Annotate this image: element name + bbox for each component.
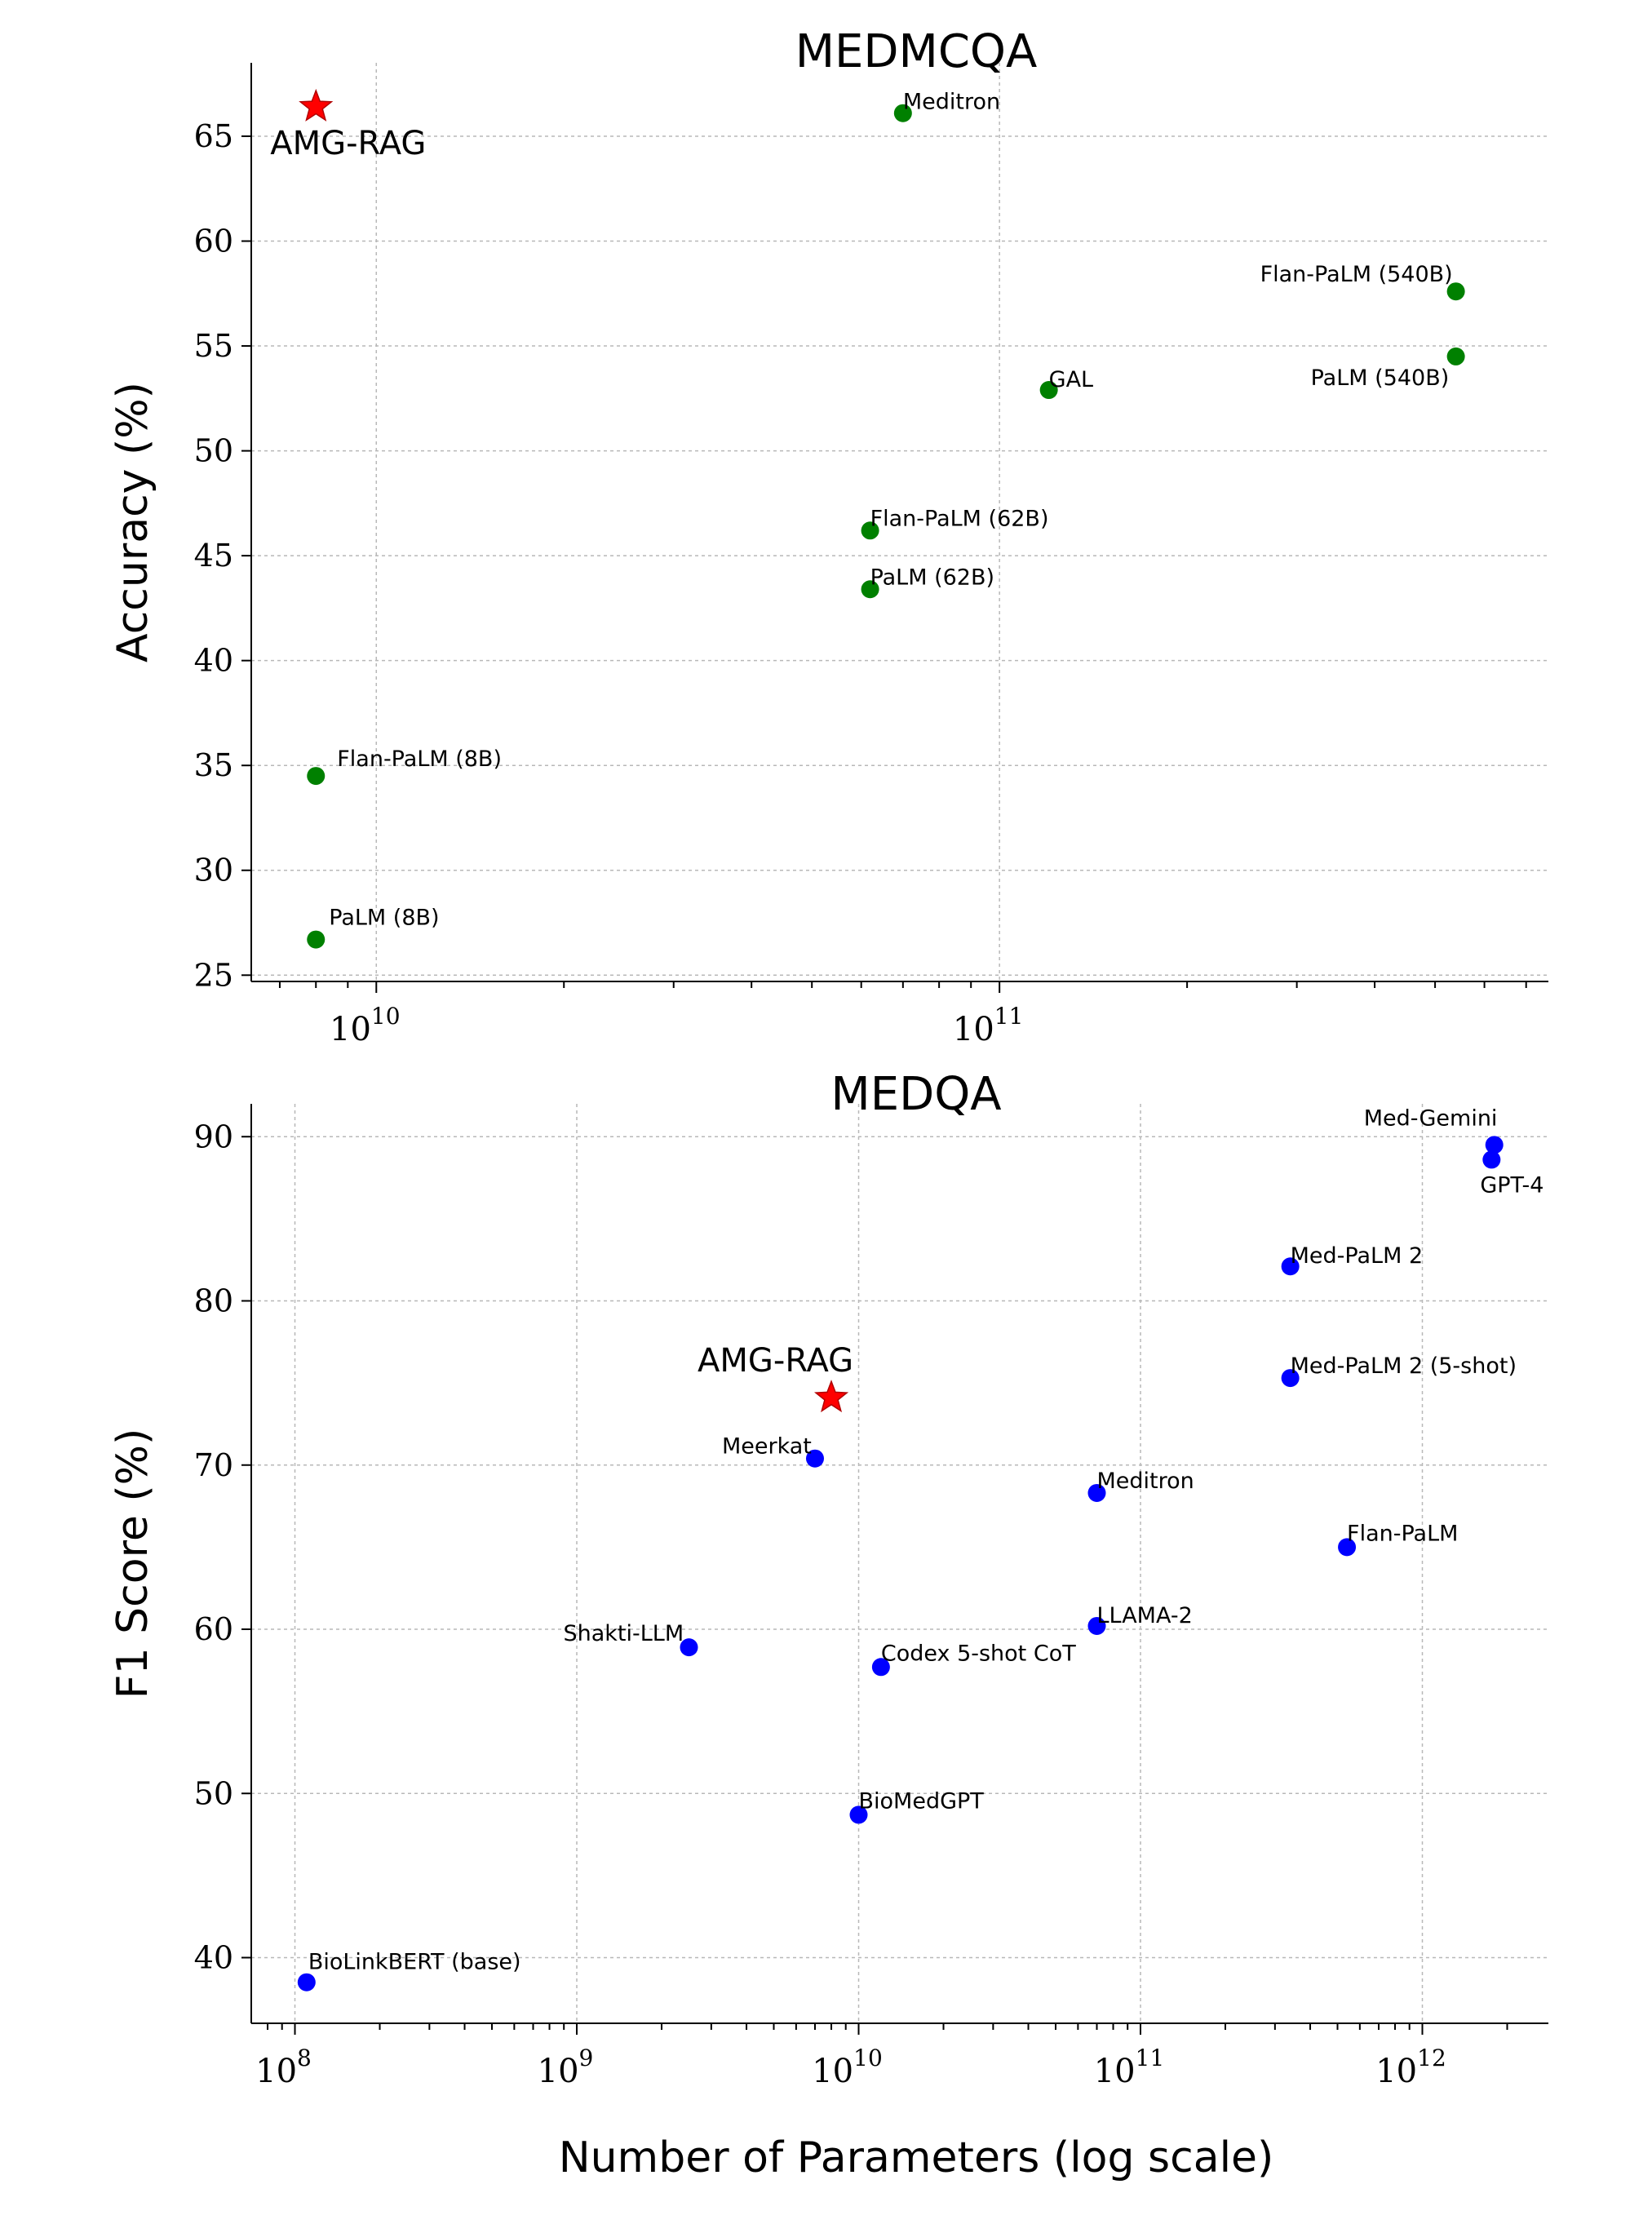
x-tick-label: 1010 <box>330 1003 401 1048</box>
y-tick-label: 60 <box>194 1611 233 1647</box>
point-label-flan-palm-62b: Flan-PaLM (62B) <box>870 506 1049 531</box>
y-tick-label: 45 <box>194 538 233 574</box>
point-meerkat <box>805 1449 824 1468</box>
point-gpt-4 <box>1482 1150 1501 1169</box>
point-biolinkbert-base <box>297 1973 316 1991</box>
star-marker-amg-rag <box>299 88 334 122</box>
point-label-palm-540b: PaLM (540B) <box>1311 365 1450 391</box>
y-tick-label: 80 <box>194 1283 233 1319</box>
point-label-meditron: Meditron <box>903 90 1000 115</box>
y-tick-label: 30 <box>194 853 233 888</box>
point-label-codex-5-shot-cot: Codex 5-shot CoT <box>881 1641 1076 1666</box>
point-label-gpt-4: GPT-4 <box>1480 1172 1543 1198</box>
point-label-meditron: Meditron <box>1096 1469 1194 1494</box>
grid-lines <box>251 1104 1548 2023</box>
point-codex-5-shot-cot <box>871 1658 890 1677</box>
point-biomedgpt <box>849 1805 868 1824</box>
point-med-palm-2-5-shot <box>1281 1369 1300 1388</box>
point-flan-palm <box>1338 1538 1357 1557</box>
point-meditron <box>893 104 912 122</box>
point-label-palm-62b: PaLM (62B) <box>870 565 994 590</box>
point-flan-palm-8b <box>307 767 326 786</box>
point-palm-540b <box>1446 347 1465 365</box>
point-label-biolinkbert-base: BioLinkBERT (base) <box>308 1950 521 1975</box>
point-palm-62b <box>861 580 879 599</box>
y-tick-label: 40 <box>194 1940 233 1976</box>
x-tick-label: 108 <box>255 2045 312 2090</box>
point-label-meerkat: Meerkat <box>722 1434 812 1460</box>
point-label-gal: GAL <box>1049 367 1093 392</box>
point-label-palm-8b: PaLM (8B) <box>329 906 439 931</box>
point-shakti-llm <box>680 1638 698 1657</box>
y-tick-label: 60 <box>194 224 233 259</box>
x-tick-label: 1010 <box>812 2045 883 2090</box>
grid-lines <box>251 63 1548 981</box>
x-axis-label: Number of Parameters (log scale) <box>559 2133 1274 2182</box>
point-flan-palm-540b <box>1446 282 1465 301</box>
medmcqa-panel: 25 30 35 40 45 50 55 60 65 1010 1011 MEDMCQA Accurac… <box>109 25 1548 1048</box>
y-tick-label: 35 <box>194 747 233 783</box>
point-label-amg-rag: AMG-RAG <box>270 125 426 162</box>
x-tick-label: 1012 <box>1375 2045 1446 2090</box>
y-tick-label: 50 <box>194 433 233 469</box>
y-tick-label: 90 <box>194 1119 233 1154</box>
point-label-amg-rag: AMG-RAG <box>698 1342 853 1380</box>
x-tick-label: 1011 <box>1094 2045 1165 2090</box>
point-label-flan-palm-8b: Flan-PaLM (8B) <box>337 747 502 772</box>
point-label-llama-2: LLAMA-2 <box>1096 1603 1192 1628</box>
point-palm-8b <box>307 930 326 949</box>
point-meditron <box>1087 1483 1106 1502</box>
point-label-shakti-llm: Shakti-LLM <box>564 1621 684 1646</box>
point-label-med-palm-2: Med-PaLM 2 <box>1291 1243 1424 1269</box>
y-tick-label: 70 <box>194 1447 233 1483</box>
chart-title: MEDQA <box>830 1068 1001 1121</box>
y-tick-label: 25 <box>194 957 233 993</box>
y-tick-label: 55 <box>194 328 233 364</box>
point-llama-2 <box>1087 1616 1106 1635</box>
y-tick-label: 50 <box>194 1775 233 1811</box>
star-marker-amg-rag <box>813 1380 849 1413</box>
y-tick-label: 40 <box>194 643 233 679</box>
y-axis-label: Accuracy (%) <box>109 382 157 662</box>
point-label-flan-palm-540b: Flan-PaLM (540B) <box>1260 262 1453 287</box>
point-label-biomedgpt: BioMedGPT <box>859 1788 985 1814</box>
point-flan-palm-62b <box>861 521 879 540</box>
point-label-med-palm-2-5-shot: Med-PaLM 2 (5-shot) <box>1291 1353 1517 1379</box>
point-med-palm-2 <box>1281 1257 1300 1276</box>
point-label-med-gemini: Med-Gemini <box>1364 1105 1498 1131</box>
y-tick-label: 65 <box>194 118 233 154</box>
x-tick-label: 1011 <box>953 1003 1024 1048</box>
point-gal <box>1039 381 1058 400</box>
point-med-gemini <box>1485 1136 1504 1154</box>
medqa-panel: 40 50 60 70 80 90 108 109 1010 1011 1012 MEDQA F1 Sc… <box>109 1068 1548 2182</box>
y-axis-label: F1 Score (%) <box>109 1429 157 1699</box>
x-tick-label: 109 <box>538 2045 594 2090</box>
chart-title: MEDMCQA <box>795 25 1038 78</box>
point-label-flan-palm: Flan-PaLM <box>1347 1521 1458 1546</box>
